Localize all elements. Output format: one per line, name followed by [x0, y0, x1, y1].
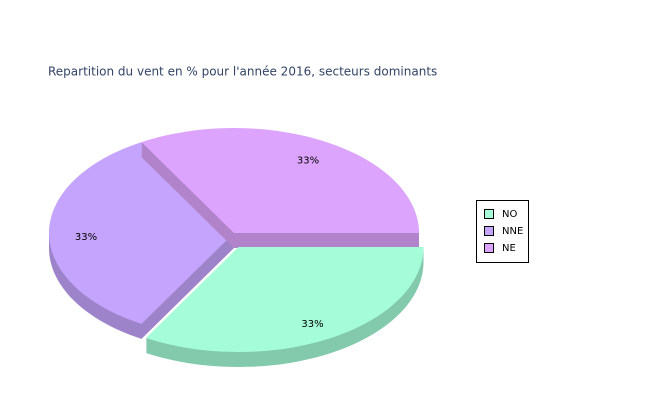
legend-swatch: [484, 226, 494, 236]
chart-title: Repartition du vent en % pour l'année 20…: [48, 65, 437, 79]
legend-label: NNE: [502, 226, 523, 237]
legend-label: NO: [502, 209, 517, 220]
legend-swatch: [484, 243, 494, 253]
data-label: 33%: [75, 232, 97, 243]
slice: [146, 247, 424, 353]
slice: [141, 128, 419, 233]
data-label: 33%: [301, 319, 323, 330]
legend-label: NE: [502, 243, 516, 254]
legend-swatch: [484, 209, 494, 219]
data-label: 33%: [297, 155, 319, 166]
